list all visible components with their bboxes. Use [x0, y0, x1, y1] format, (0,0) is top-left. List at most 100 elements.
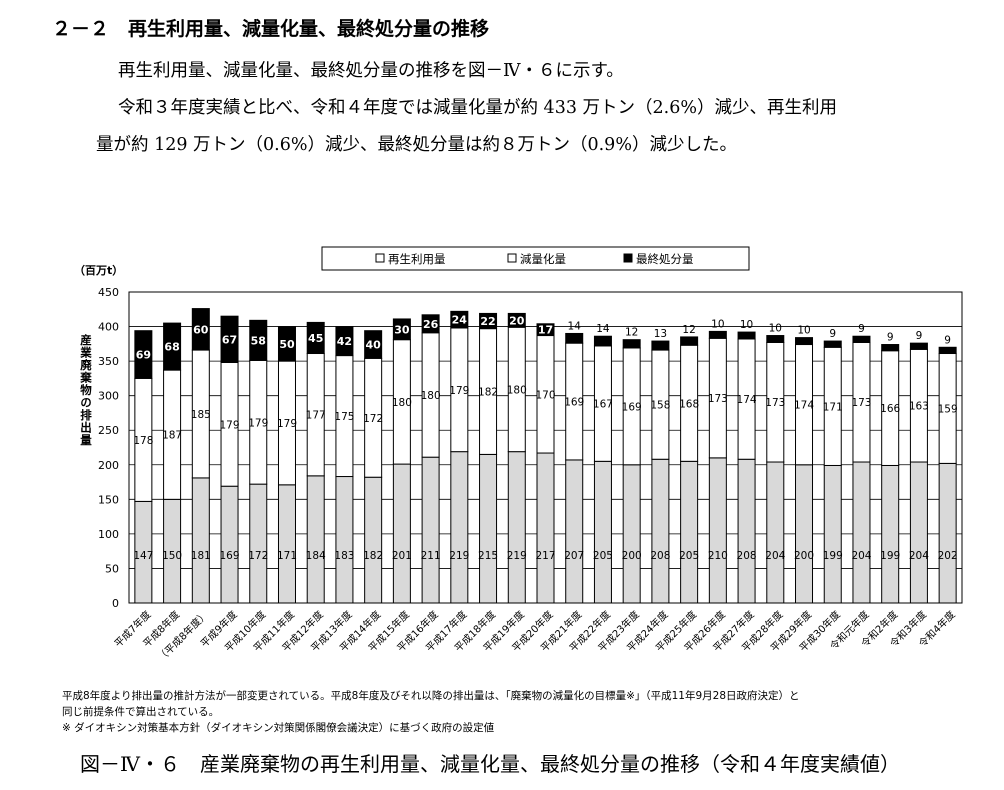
data-label: 10: [740, 319, 753, 331]
y-tick-label: 200: [98, 459, 119, 472]
data-label: 9: [916, 330, 923, 342]
data-label: 30: [394, 323, 410, 336]
data-label: 67: [222, 333, 237, 346]
data-label: 169: [220, 550, 240, 562]
data-label: 50: [279, 338, 295, 351]
bar-segment: [852, 461, 871, 604]
data-label: 182: [363, 550, 383, 562]
bar-segment: [622, 464, 641, 604]
bar-segment: [795, 337, 814, 346]
data-label: 14: [568, 320, 582, 332]
data-label: 12: [625, 327, 638, 339]
paragraph-1: 再生利用量、減量化量、最終処分量の推移を図－Ⅳ・６に示す。: [118, 61, 624, 81]
data-label: 60: [193, 323, 209, 336]
data-label: 69: [136, 349, 151, 362]
y-tick-label: 300: [98, 390, 119, 403]
section-heading: ２－２ 再生利用量、減量化量、最終処分量の推移: [52, 18, 490, 40]
data-label: 211: [421, 550, 441, 562]
data-label: 187: [162, 430, 182, 442]
bars-layer: [134, 308, 957, 604]
data-label: 204: [765, 550, 785, 562]
bar-segment: [392, 318, 411, 341]
chart-legend: 再生利用量 減量化量 最終処分量: [321, 246, 750, 271]
data-label: 200: [622, 550, 642, 562]
bar-segment: [593, 335, 612, 347]
y-tick-label: 100: [98, 528, 119, 541]
data-label: 200: [794, 550, 814, 562]
data-label: 204: [851, 550, 871, 562]
bar-segment: [364, 330, 383, 359]
data-label: 168: [679, 398, 699, 410]
data-label: 174: [737, 394, 757, 406]
data-label: 14: [596, 323, 610, 335]
bar-segment: [450, 310, 469, 329]
data-label: 185: [191, 409, 211, 421]
data-labels-layer: 1471786915018768181185601691796717217958…: [133, 314, 957, 562]
bar-segment: [737, 458, 756, 604]
data-label: 150: [162, 550, 182, 562]
bar-segment: [881, 344, 900, 352]
bar-segment: [306, 475, 325, 604]
data-label: 13: [654, 328, 667, 340]
bar-segment: [565, 459, 584, 604]
data-label: 9: [944, 334, 951, 346]
y-tick-label: 0: [112, 597, 119, 610]
legend-box: [321, 246, 750, 271]
bar-segment: [766, 335, 785, 343]
data-label: 215: [478, 550, 498, 562]
paragraph-2: 令和３年度実績と比べ、令和４年度では減量化量が約 433 万トン（2.6%）減少…: [118, 98, 837, 118]
data-label: 207: [564, 550, 584, 562]
footnote-1: 平成8年度より排出量の推計方法が一部変更されている。平成8年度及びそれ以降の排出…: [62, 690, 800, 702]
bar-segment: [938, 346, 957, 355]
y-tick-label: 150: [98, 493, 119, 506]
bar-segment: [823, 464, 842, 604]
data-label: 178: [133, 435, 153, 447]
footnote-3: ※ ダイオキシン対策基本方針（ダイオキシン対策関係閣僚会議決定）に基づく政府の設…: [62, 722, 495, 734]
data-label: 179: [248, 417, 268, 429]
data-label: 204: [909, 550, 929, 562]
bar-segment: [708, 330, 727, 339]
bar-segment: [335, 476, 354, 604]
data-label: 10: [711, 318, 724, 330]
data-label: 219: [507, 550, 527, 562]
data-label: 175: [334, 411, 354, 423]
footnote-2: 同じ前提条件で算出されている。: [62, 706, 220, 718]
data-label: 179: [449, 385, 469, 397]
y-axis-label: 産業廃棄物の排出量: [79, 333, 93, 446]
bar-segment: [795, 464, 814, 604]
bar-segment: [249, 319, 268, 361]
legend-label: 再生利用量: [388, 252, 446, 266]
data-label: 24: [452, 314, 468, 327]
data-label: 163: [909, 401, 929, 413]
bar-segment: [364, 476, 383, 604]
stacked-bar-chart: 再生利用量 減量化量 最終処分量 （百万t） 産業廃棄物の排出量 0 50 100 150…: [74, 246, 963, 664]
data-label: 9: [858, 323, 865, 335]
data-label: 172: [248, 550, 268, 562]
bar-segment: [938, 462, 957, 604]
data-label: 170: [535, 389, 555, 401]
data-label: 58: [251, 334, 266, 347]
bar-segment: [392, 463, 411, 604]
legend-label: 最終処分量: [636, 252, 694, 266]
bar-segment: [622, 339, 641, 349]
data-label: 22: [480, 315, 495, 328]
bar-segment: [277, 484, 296, 604]
data-label: 201: [392, 550, 412, 562]
data-label: 199: [880, 550, 900, 562]
data-label: 180: [392, 397, 412, 409]
data-label: 166: [880, 403, 900, 415]
data-label: 169: [564, 397, 584, 409]
data-label: 202: [938, 550, 958, 562]
bar-segment: [507, 451, 526, 604]
bar-segment: [277, 326, 296, 362]
data-label: 173: [851, 397, 871, 409]
paragraph-3: 量が約 129 万トン（0.6%）減少、最終処分量は約８万トン（0.9%）減少し…: [96, 135, 737, 155]
x-tick-labels: 平成7年度平成8年度（平成8年度）平成9年度平成10年度平成11年度平成12年度…: [111, 608, 957, 664]
bar-segment: [823, 340, 842, 348]
legend-swatch: [375, 253, 385, 263]
bar-segment: [249, 483, 268, 604]
bar-segment: [536, 323, 555, 337]
y-tick-label: 350: [98, 355, 119, 368]
bar-segment: [536, 452, 555, 604]
data-label: 40: [365, 339, 381, 352]
